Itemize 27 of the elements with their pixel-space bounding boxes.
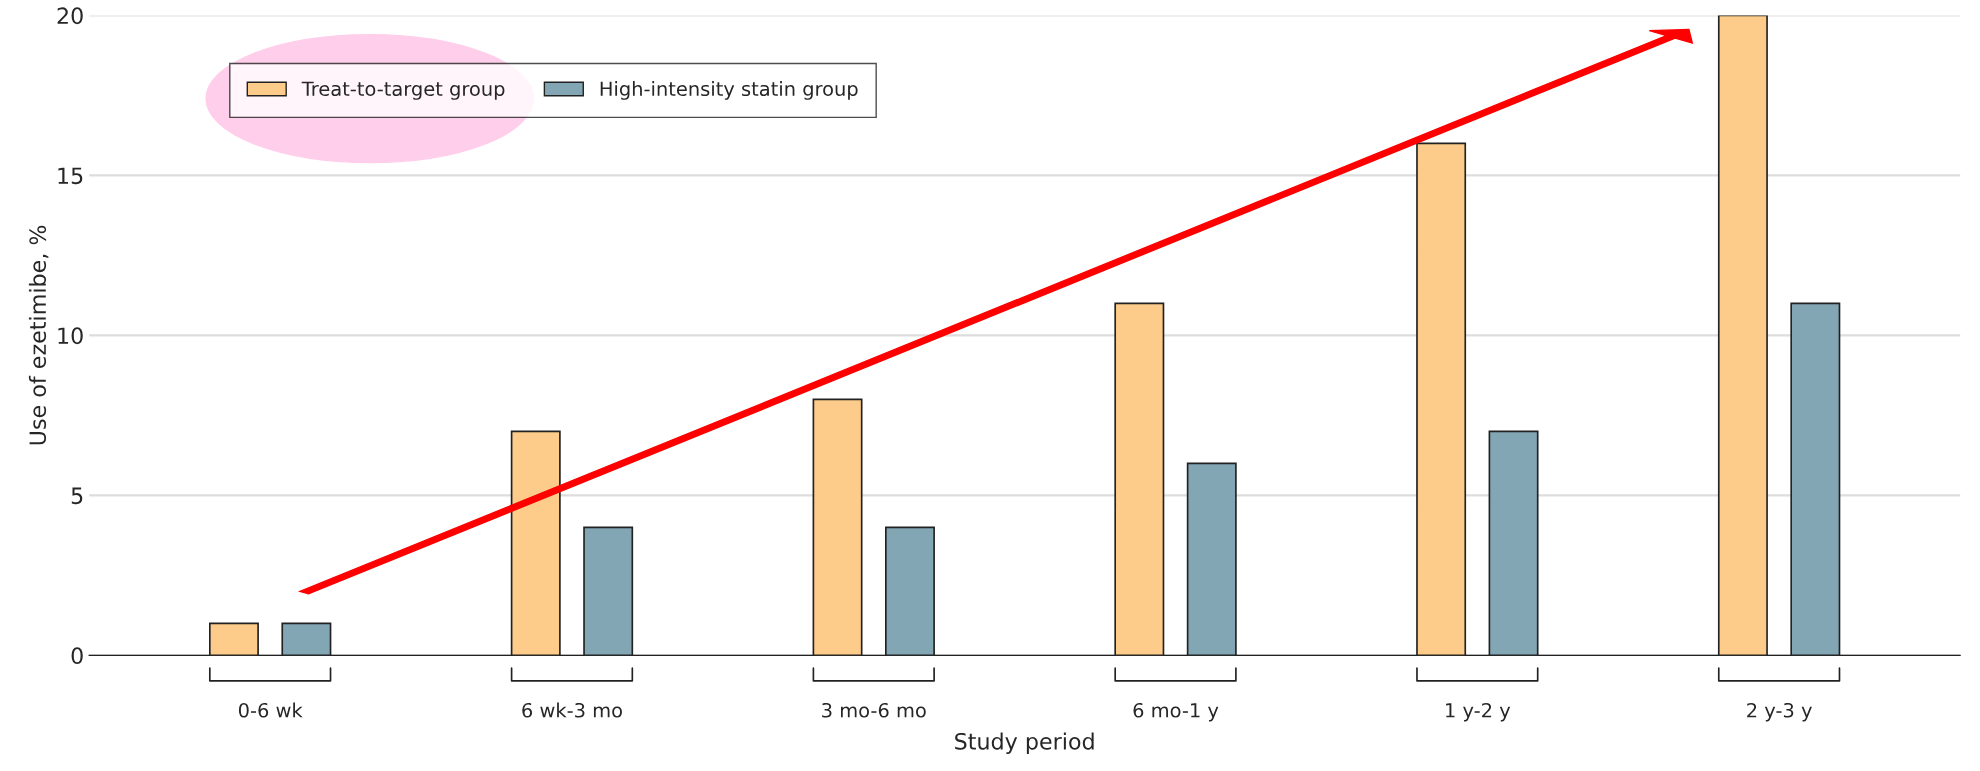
x-axis-title: Study period (955, 732, 1094, 755)
x-tick-label: 2 y-3 y (1747, 702, 1812, 722)
y-tick-label: 5 (71, 487, 83, 505)
legend-label: High-intensity statin group (600, 81, 858, 100)
bar (1186, 462, 1237, 656)
bar (1488, 430, 1539, 656)
bar (281, 622, 332, 656)
x-tick-label: 6 mo-1 y (1133, 702, 1219, 722)
legend-label: Treat-to-target group (301, 81, 505, 100)
x-tick-label: 6 wk-3 mo (522, 702, 622, 718)
bar (1114, 302, 1165, 656)
bar (1790, 302, 1841, 656)
bar (1717, 15, 1768, 656)
y-tick-label: 0 (71, 647, 83, 665)
x-tick-label: 0-6 wk (238, 702, 303, 718)
y-tick-label: 15 (58, 167, 83, 185)
bar (208, 622, 259, 656)
y-tick-label: 10 (58, 327, 83, 345)
x-tick-label: 1 y-2 y (1446, 702, 1511, 722)
bar (812, 398, 863, 656)
bar (1416, 142, 1467, 656)
x-tick-label: 3 mo-6 mo (822, 702, 926, 718)
bar (884, 526, 935, 656)
y-axis-title: Use of ezetimibe, % (28, 225, 49, 445)
bar (510, 430, 561, 656)
y-tick-label: 20 (57, 7, 83, 25)
bar (583, 526, 634, 656)
